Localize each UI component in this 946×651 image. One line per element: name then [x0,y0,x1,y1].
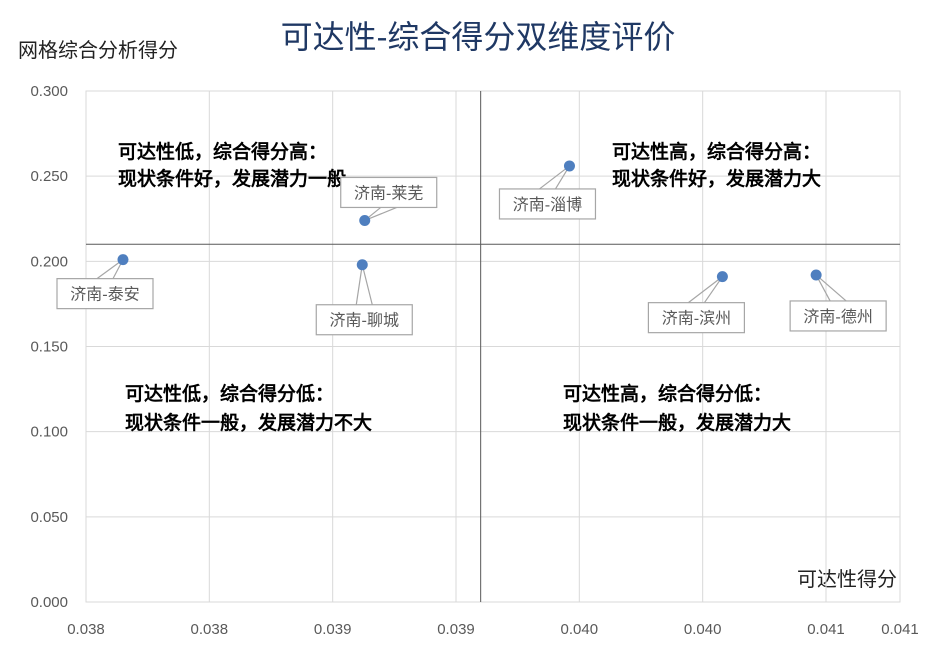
x-tick-label: 0.039 [314,621,352,638]
label-leader [815,274,847,302]
data-point [359,214,371,226]
point-label: 济南-莱芜 [354,183,423,202]
label-box [315,304,413,336]
point-label: 济南-聊城 [330,311,399,330]
y-tick-label: 0.200 [30,253,68,270]
point-group: 济南-淄博 [498,160,597,220]
label-box [647,302,746,334]
y-tick-label: 0.150 [30,339,68,356]
x-tick-label: 0.039 [437,621,475,638]
point-group: 济南-滨州 [647,271,746,334]
point-group: 济南-莱芜 [340,176,438,226]
quadrant-note-bottom-right-line1: 可达性高，综合得分低： [563,382,772,405]
point-label: 济南-德州 [803,307,872,326]
y-axis-label: 网格综合分析得分 [18,38,178,62]
y-tick-label: 0.300 [30,83,68,100]
x-tick-label: 0.040 [561,621,599,638]
point-group: 济南-德州 [789,269,887,332]
grid [85,90,901,603]
x-axis-label: 可达性得分 [797,567,897,591]
data-point [810,269,822,281]
quadrant-note-top-left-line1: 可达性低，综合得分高： [118,140,327,163]
label-box [340,176,438,209]
quadrant-note-top-right-line1: 可达性高，综合得分高： [612,140,821,163]
x-tick-label: 0.041 [881,621,919,638]
data-point [563,160,575,172]
y-tick-label: 0.250 [30,168,68,185]
y-tick-label: 0.100 [30,424,68,441]
quadrant-note-bottom-left-line1: 可达性低，综合得分低： [125,382,334,405]
y-tick-label: 0.050 [30,509,68,526]
x-tick-label: 0.038 [191,621,229,638]
quadrant-notes: 可达性低，综合得分高： 现状条件好，发展潜力一般 可达性高，综合得分高： 现状条… [118,140,821,434]
quadrant-note-top-left-line2: 现状条件好，发展潜力一般 [118,167,346,190]
label-leader [539,165,570,190]
data-point [356,259,368,271]
x-tick-label: 0.038 [67,621,105,638]
point-group: 济南-泰安 [56,254,154,310]
chart-title: 可达性-综合得分双维度评价 [281,18,676,56]
x-tick-label: 0.040 [684,621,722,638]
point-label: 济南-淄博 [513,195,582,214]
label-leader [688,276,723,304]
quadrant-note-bottom-left-line2: 现状条件一般，发展潜力不大 [125,411,372,434]
y-tick-label: 0.000 [30,594,68,611]
label-box [789,300,887,332]
quadrant-note-bottom-right-line2: 现状条件一般，发展潜力大 [563,411,791,434]
point-label: 济南-滨州 [662,309,731,328]
label-box [56,278,154,310]
point-label: 济南-泰安 [70,285,139,304]
label-leader [355,264,373,305]
data-point [117,254,129,266]
label-box [498,188,597,220]
data-point [716,271,728,283]
tick-labels: 0.000 0.050 0.100 0.150 0.200 0.250 0.300 0.038… [30,83,918,638]
x-tick-label: 0.041 [807,621,845,638]
quadrant-note-top-right-line2: 现状条件好，发展潜力大 [612,167,821,190]
quadrant-dividers [86,91,900,602]
point-group: 济南-聊城 [315,259,413,336]
